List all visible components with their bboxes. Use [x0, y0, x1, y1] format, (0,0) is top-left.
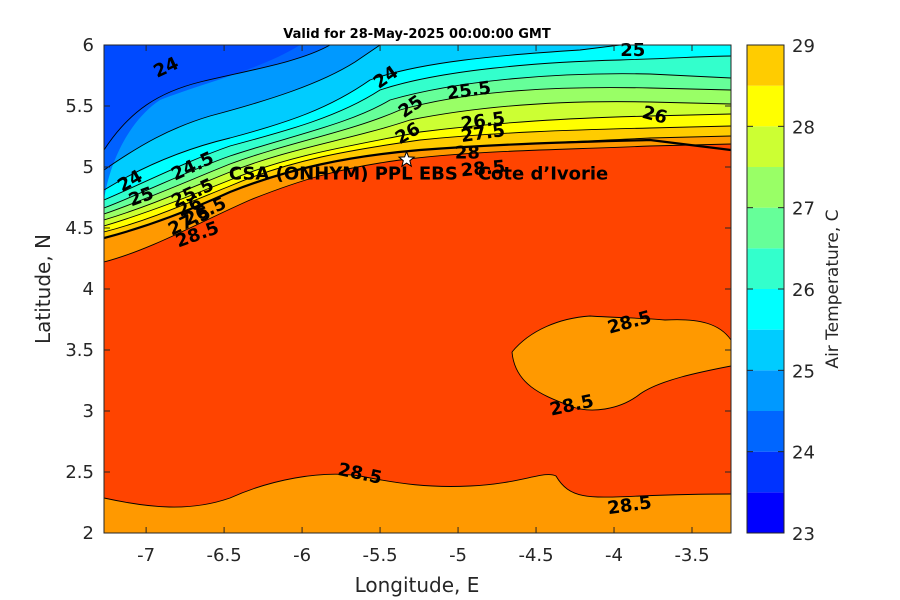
y-tick-label: 4 [83, 279, 94, 300]
colorbar-label: Air Temperature, C [823, 209, 843, 368]
x-axis-label: Longitude, E [355, 573, 480, 597]
contour-line [104, 73, 731, 209]
colorbar-segment [747, 126, 784, 167]
colorbar-segment [747, 370, 784, 411]
y-tick-label: 3.5 [65, 340, 94, 361]
y-tick-label: 4.5 [65, 218, 94, 239]
contour-line [104, 473, 731, 508]
colorbar-tick-label: 29 [792, 36, 815, 57]
colorbar-ticks: 23 24 25 26 27 28 29 [747, 36, 815, 545]
x-axis: -7 -6.5 -6 -5.5 -5 -4.5 -4 -3.5 [137, 45, 710, 566]
contour-label: 28 [455, 143, 480, 164]
x-tick-label: -5.5 [363, 545, 398, 566]
band-dark [104, 45, 300, 200]
contour-label: 28.5 [460, 157, 506, 182]
x-tick-label: -5 [449, 545, 467, 566]
colorbar-segment [747, 207, 784, 249]
site-group: CSA (ONHYM) PPL EBS - Cote d’Ivorie [229, 150, 608, 185]
colorbar [746, 44, 785, 534]
colorbar-segment [747, 329, 784, 371]
contour-line [104, 125, 731, 233]
x-tick-label: -6 [293, 545, 311, 566]
y-tick-label: 2.5 [65, 462, 94, 483]
y-tick-label: 5.5 [65, 96, 94, 117]
x-tick-label: -6.5 [207, 545, 242, 566]
y-tick-label: 5 [83, 157, 94, 178]
y-tick-label: 2 [83, 523, 94, 544]
colorbar-segment [747, 85, 784, 127]
colorbar-segment [747, 451, 784, 493]
colorbar-segment [747, 289, 784, 330]
colorbar-segment [747, 45, 784, 86]
contour-line [104, 87, 731, 215]
colorbar-tick-label: 23 [792, 524, 815, 545]
colorbar-segment [747, 167, 784, 208]
site-star-icon [397, 150, 416, 168]
band-east-28 [512, 316, 731, 410]
contour-line [104, 45, 381, 171]
plot-area [104, 45, 731, 533]
colorbar-tick-label: 28 [792, 117, 815, 138]
y-tick-label: 6 [83, 35, 94, 56]
y-axis-label: Latitude, N [31, 234, 55, 344]
colorbar-tick-label: 25 [792, 361, 815, 382]
colorbar-segment [747, 411, 784, 452]
contour-line [104, 45, 621, 191]
x-tick-label: -4.5 [518, 545, 553, 566]
contour-line [104, 113, 731, 227]
colorbar-segment [747, 492, 784, 533]
x-tick-label: -4 [605, 545, 623, 566]
y-tick-label: 3 [83, 401, 94, 422]
x-tick-label: -3.5 [674, 545, 709, 566]
coastline [104, 138, 731, 240]
contour-line [104, 143, 731, 263]
chart-title: Valid for 28-May-2025 00:00:00 GMT [283, 27, 551, 42]
colorbar-segment [747, 248, 784, 289]
colorbar-tick-label: 27 [792, 199, 815, 220]
colorbar-tick-label: 26 [792, 280, 815, 301]
contour-line [104, 55, 731, 201]
band-south-28 [104, 474, 731, 533]
contour-label: 25 [620, 40, 645, 61]
x-tick-label: -7 [137, 545, 155, 566]
contour-line [511, 315, 731, 411]
contour-line [104, 101, 731, 221]
contour-line [104, 45, 331, 151]
colorbar-tick-label: 24 [792, 443, 815, 464]
site-label: CSA (ONHYM) PPL EBS - Cote d’Ivorie [229, 164, 608, 185]
y-axis: 2 2.5 3 3.5 4 4.5 5 5.5 6 [65, 35, 731, 544]
